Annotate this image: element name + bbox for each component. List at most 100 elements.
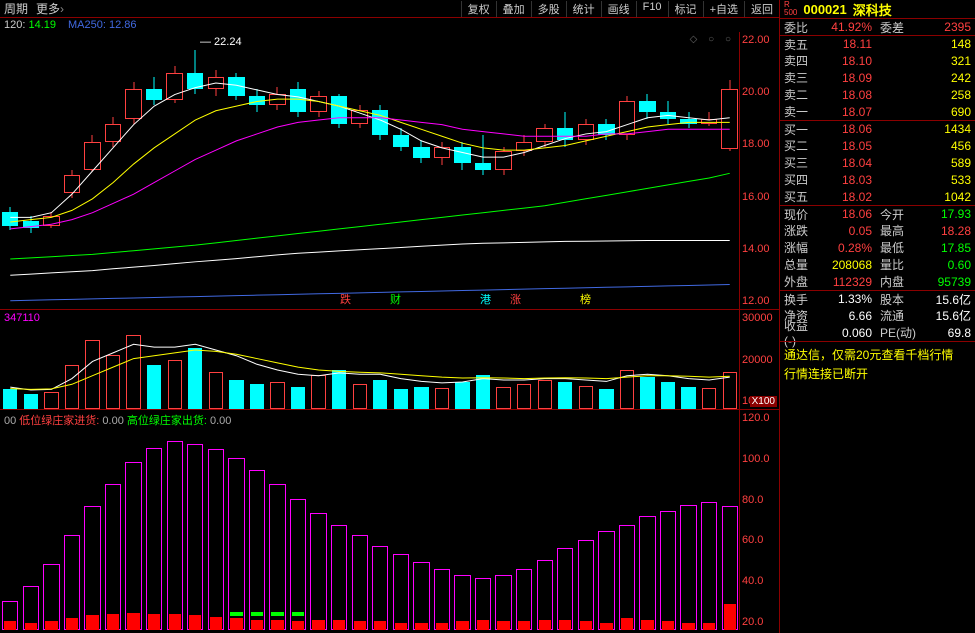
indicator-magenta-bar xyxy=(639,516,655,630)
volume-bar xyxy=(476,375,490,409)
candle xyxy=(329,31,350,309)
indicator-red-bar xyxy=(559,620,571,630)
volume-bar xyxy=(3,389,17,409)
order-label: 买三 xyxy=(780,154,818,171)
indicator-green-mark xyxy=(230,612,242,616)
indicator-red-bar xyxy=(436,623,448,630)
indicator-red-bar xyxy=(497,621,509,630)
indicator-chart[interactable]: 00 低位绿庄家进货: 0.00 高位绿庄家出货: 0.00 120.0100.… xyxy=(0,410,779,630)
order-qty: 321 xyxy=(876,54,975,68)
order-row: 卖三18.09242 xyxy=(780,69,975,86)
volume-bar xyxy=(558,382,572,409)
volume-bar xyxy=(168,360,182,409)
volume-bar xyxy=(620,370,634,409)
quote-label: 涨幅 xyxy=(780,239,818,256)
weicha-value: 2395 xyxy=(914,20,975,34)
indicator-magenta-bar xyxy=(413,562,429,630)
volume-bar xyxy=(681,387,695,409)
indicator-red-bar xyxy=(210,617,222,630)
volume-bar xyxy=(394,389,408,409)
quote-row: 涨跌0.05最高18.28 xyxy=(780,222,975,239)
candle xyxy=(719,31,740,309)
candle xyxy=(493,31,514,309)
indicator-magenta-bar xyxy=(578,540,594,630)
order-qty: 1434 xyxy=(876,122,975,136)
quote-label: 换手 xyxy=(780,291,818,308)
indicator-magenta-bar xyxy=(310,513,326,630)
toolbar-left-item[interactable]: 更多 xyxy=(36,0,60,17)
order-label: 买五 xyxy=(780,188,818,205)
indicator-red-bar xyxy=(230,618,242,630)
volume-bar xyxy=(599,389,613,409)
indicator-green-mark xyxy=(251,612,263,616)
indicator-red-bar xyxy=(292,621,304,630)
chevron-right-icon: › xyxy=(60,2,64,16)
candle xyxy=(226,31,247,309)
order-label: 卖一 xyxy=(780,103,818,120)
volume-bar xyxy=(229,380,243,409)
indicator-red-bar xyxy=(477,620,489,630)
chart-annotation: 涨 xyxy=(510,291,521,307)
ma120-label: 120: xyxy=(4,19,25,31)
volume-bar xyxy=(44,392,58,409)
y-tick: 40.0 xyxy=(742,575,777,587)
volume-bar xyxy=(209,372,223,409)
order-price: 18.02 xyxy=(818,190,876,204)
indicator-magenta-bar xyxy=(105,484,121,630)
order-label: 买一 xyxy=(780,121,818,138)
candle xyxy=(637,31,658,309)
quote-value: 18.28 xyxy=(914,224,975,238)
quote-label: 涨跌 xyxy=(780,222,818,239)
candle xyxy=(514,31,535,309)
order-label: 卖四 xyxy=(780,52,818,69)
indicator-red-bar xyxy=(641,620,653,630)
volume-bar xyxy=(291,387,305,409)
quote-value: 18.06 xyxy=(818,207,876,221)
quote-row: 现价18.06今开17.93 xyxy=(780,205,975,222)
stock-name: 深科技 xyxy=(853,0,892,19)
toolbar-button[interactable]: 叠加 xyxy=(496,1,531,17)
candle xyxy=(247,31,268,309)
indicator-magenta-bar xyxy=(187,444,203,631)
indicator-magenta-bar xyxy=(64,535,80,630)
indicator-magenta-bar xyxy=(352,535,368,630)
toolbar-button[interactable]: F10 xyxy=(636,1,668,17)
candle xyxy=(555,31,576,309)
candle xyxy=(41,31,62,309)
indicator-red-bar xyxy=(169,614,181,630)
right-panel: R500 000021 深科技 委比 41.92% 委差 2395 卖五18.1… xyxy=(780,0,975,633)
order-price: 18.05 xyxy=(818,139,876,153)
candle xyxy=(432,31,453,309)
candlestick-chart[interactable]: ◇ ○ ○ — 22.24跌财港涨榜 22.0020.0018.0016.001… xyxy=(0,32,779,310)
candle xyxy=(62,31,83,309)
candle xyxy=(370,31,391,309)
indicator-red-bar xyxy=(456,621,468,630)
toolbar-button[interactable]: 返回 xyxy=(744,1,779,17)
toolbar-button[interactable]: 统计 xyxy=(566,1,601,17)
volume-chart[interactable]: 347110 300002000010000 X100 xyxy=(0,310,779,410)
quote-row: 外盘112329内盘95739 xyxy=(780,273,975,290)
toolbar-button[interactable]: +自选 xyxy=(703,1,744,17)
toolbar-button[interactable]: 标记 xyxy=(668,1,703,17)
candle xyxy=(82,31,103,309)
volume-bar xyxy=(332,370,346,409)
candle xyxy=(349,31,370,309)
toolbar-button[interactable]: 多股 xyxy=(531,1,566,17)
message-line: 通达信，仅需20元查看千档行情 xyxy=(784,346,971,363)
y-tick: 60.0 xyxy=(742,534,777,546)
volume-bar xyxy=(496,387,510,409)
toolbar-button[interactable]: 画线 xyxy=(601,1,636,17)
indicator-magenta-bar xyxy=(125,462,141,630)
ma250-value: 12.86 xyxy=(109,19,137,31)
toolbar-left-item[interactable]: 周期 xyxy=(4,0,28,17)
order-price: 18.11 xyxy=(818,37,876,51)
y-tick: 18.00 xyxy=(742,138,777,150)
indicator-red-bar xyxy=(518,621,530,630)
volume-bar xyxy=(640,377,654,409)
toolbar-button[interactable]: 复权 xyxy=(461,1,496,17)
indicator-magenta-bar xyxy=(701,502,717,630)
indicator-red-bar xyxy=(271,620,283,630)
order-qty: 242 xyxy=(876,71,975,85)
candle xyxy=(534,31,555,309)
quote-value: 208068 xyxy=(818,258,876,272)
